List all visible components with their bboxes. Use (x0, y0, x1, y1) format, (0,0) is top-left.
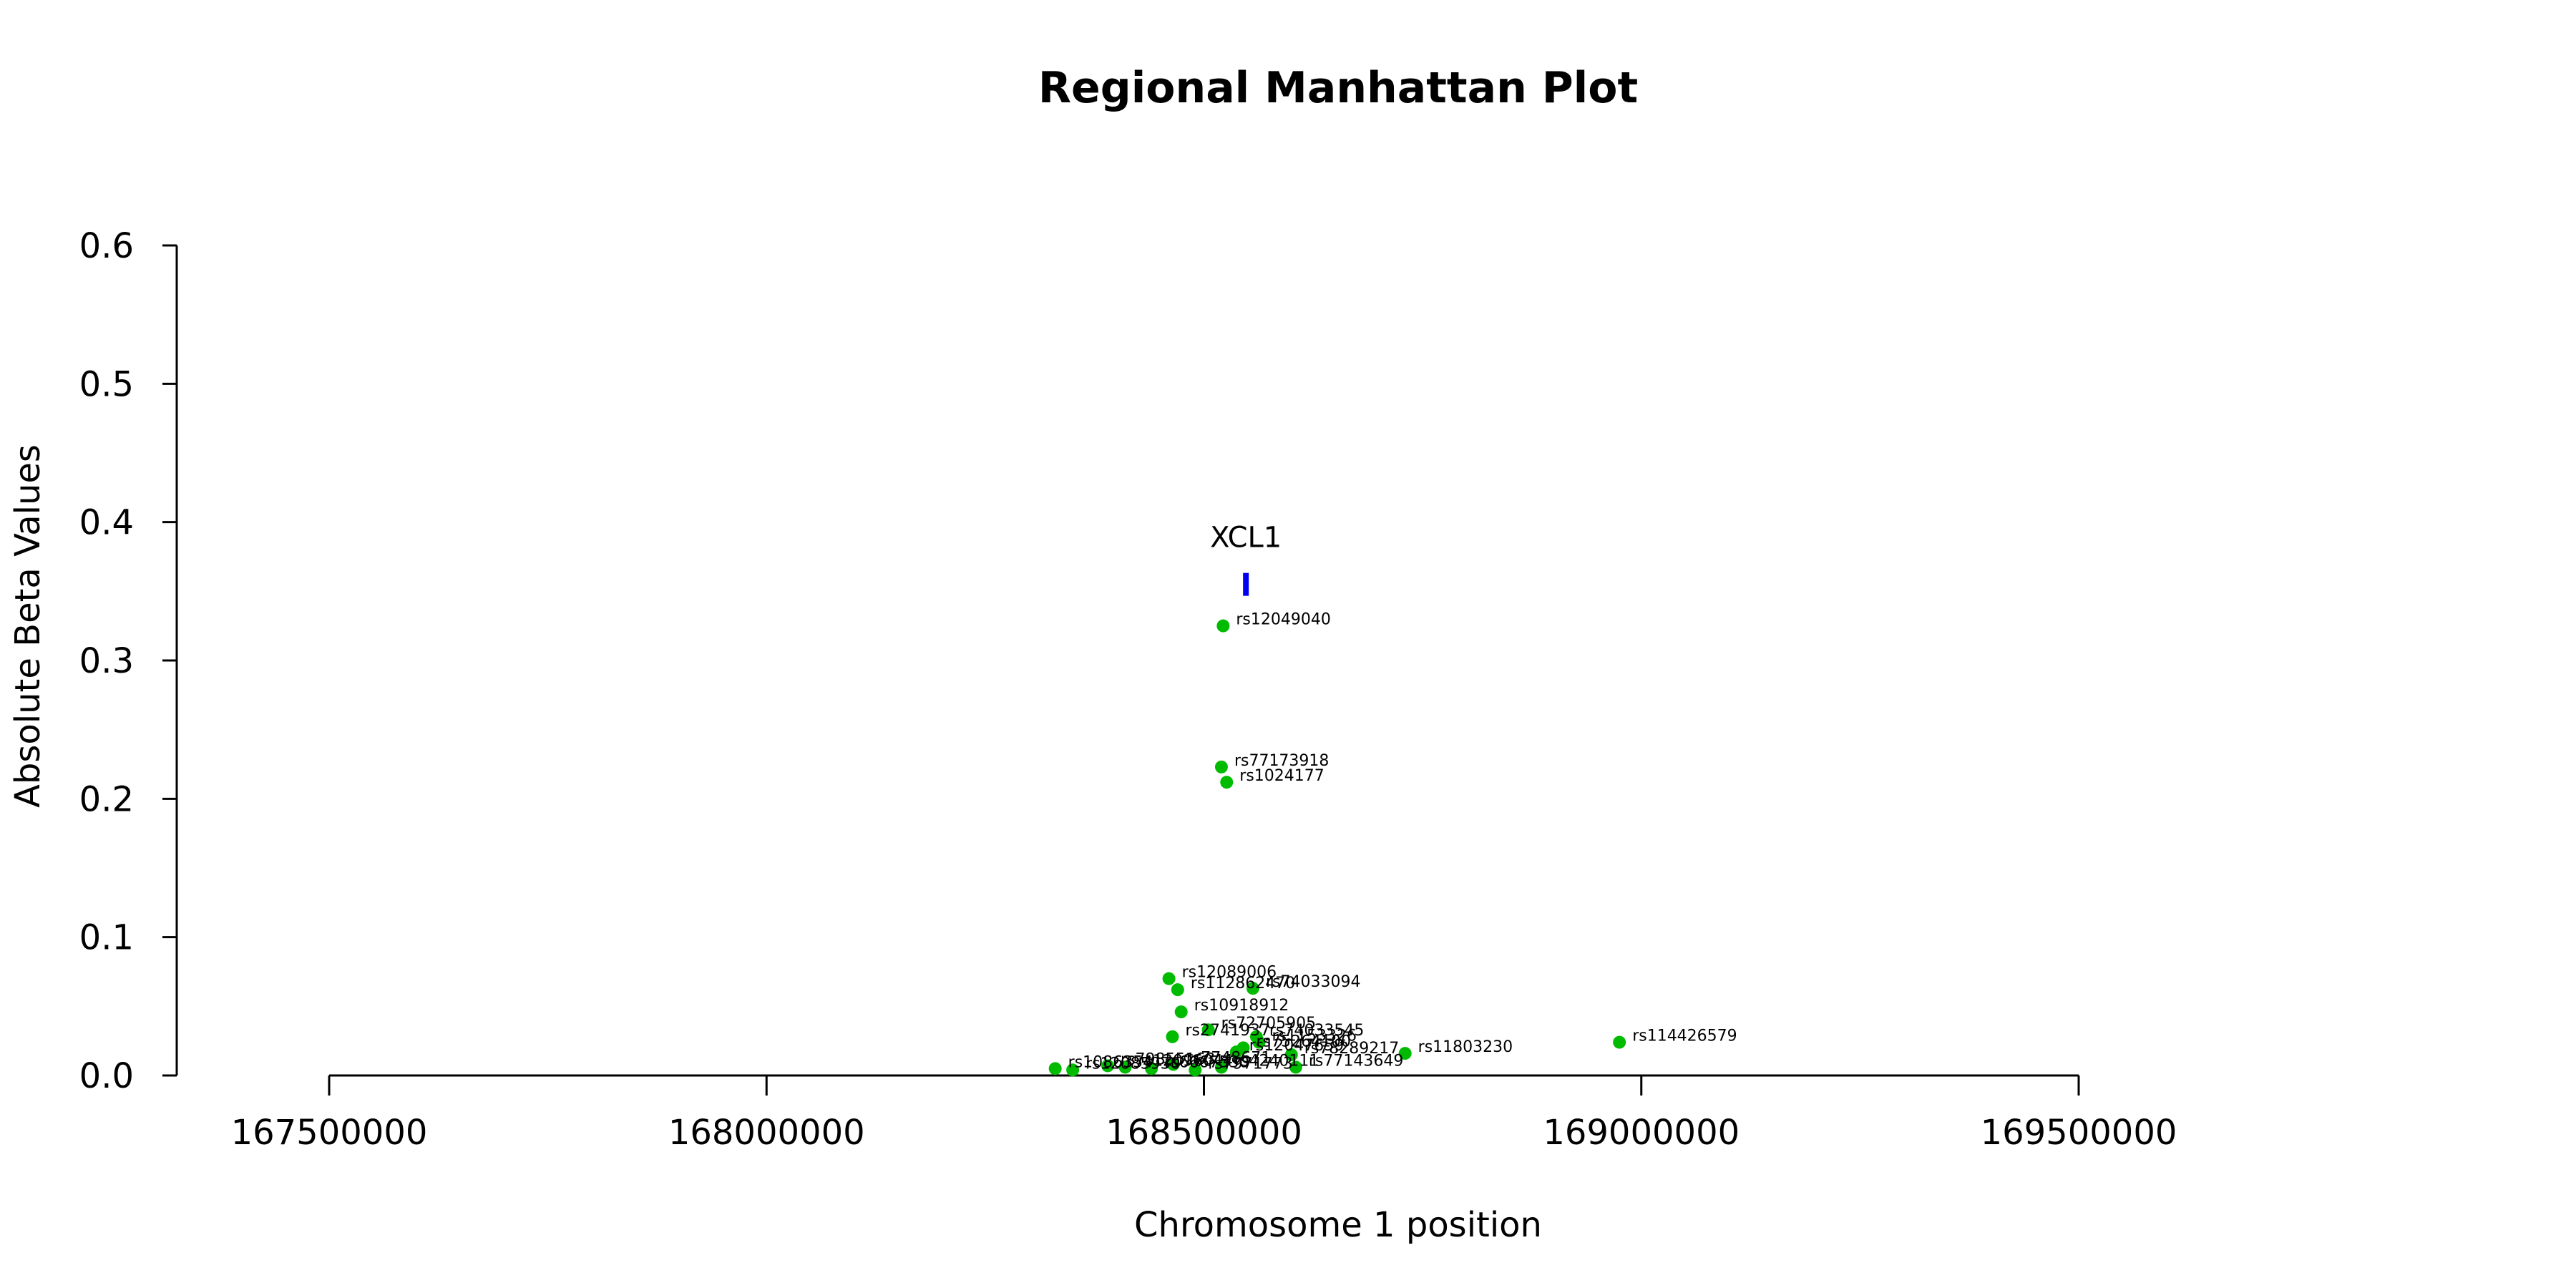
y-tick-label: 0.1 (79, 918, 134, 958)
snp-label: rs7748671 (1186, 1050, 1272, 1068)
snp-point (1066, 1063, 1080, 1077)
snp-point (1220, 776, 1234, 789)
snp-label: rs72705905 (1221, 1015, 1316, 1033)
snp-point (1246, 982, 1259, 995)
snp-label: rs112862470 (1191, 975, 1295, 992)
snp-label: rs1086354 (1068, 1053, 1153, 1071)
chart-title: Regional Manhattan Plot (1038, 63, 1638, 113)
snp-point (1101, 1059, 1115, 1073)
x-tick-label: 168500000 (1106, 1113, 1302, 1153)
snp-label: rs12096044 (1138, 1052, 1232, 1070)
snp-label: rs12085930 (1085, 1055, 1180, 1073)
snp-point (1214, 1060, 1228, 1074)
snp-label: rs11803230 (1418, 1038, 1513, 1056)
snp-label: rs77143649 (1309, 1052, 1403, 1070)
snp-label: rs74033545 (1269, 1022, 1364, 1040)
x-axis-label: Chromosome 1 position (1134, 1205, 1542, 1245)
snp-label: rs12089006 (1182, 964, 1277, 982)
x-tick-label: 167500000 (231, 1113, 428, 1153)
snp-labels: rs12049040rs77173918rs1024177rs12089006r… (1068, 611, 1737, 1073)
snp-point (1171, 983, 1184, 997)
snp-label: rs2741937 (1185, 1022, 1270, 1040)
x-tick-label: 169000000 (1543, 1113, 1740, 1153)
snp-label: rs12047659 (1249, 1037, 1344, 1055)
snp-point (1214, 760, 1228, 774)
snp-label: rs75264100 (1257, 1033, 1351, 1050)
snp-point (1174, 1005, 1188, 1019)
snp-label: rs12049040 (1236, 611, 1330, 629)
snp-point (1118, 1060, 1132, 1074)
snp-label: rs10918912 (1194, 997, 1289, 1015)
x-tick-label: 169500000 (1981, 1113, 2177, 1153)
y-tick-label: 0.3 (79, 641, 134, 681)
gene-bar (1243, 572, 1249, 596)
snp-point (1229, 1045, 1243, 1059)
snp-label: rs1153326 (1272, 1028, 1357, 1045)
snp-point (1398, 1047, 1412, 1060)
snp-point (1201, 1023, 1215, 1037)
snp-point (1189, 1063, 1202, 1077)
x-axis: 167500000 168000000 168500000 169000000 1695… (231, 1074, 2177, 1153)
snp-label: rs1024177 (1239, 767, 1324, 785)
gene-label: XCL1 (1210, 522, 1282, 555)
snp-point (1145, 1062, 1158, 1075)
y-axis: 0.0 0.1 0.2 0.3 0.4 0.5 0.6 (79, 226, 178, 1096)
y-tick-label: 0.2 (79, 779, 134, 819)
snp-label: rs4240111 (1234, 1052, 1319, 1070)
y-axis-label: Absolute Beta Values (8, 444, 48, 808)
snp-point (1252, 1035, 1266, 1049)
snp-label: rs79855163 (1121, 1050, 1215, 1068)
y-tick-label: 0.0 (79, 1056, 134, 1096)
gene-track: XCL1 (1210, 522, 1282, 596)
snp-label: rs7971773 (1208, 1055, 1293, 1073)
snp-points (1048, 619, 1626, 1077)
snp-label: rs74033094 (1266, 973, 1360, 991)
y-tick-label: 0.4 (79, 503, 134, 543)
snp-point (1613, 1035, 1626, 1049)
y-tick-label: 0.6 (79, 226, 134, 266)
snp-point (1284, 1048, 1298, 1061)
snp-point (1166, 1058, 1180, 1071)
snp-label: rs114426579 (1632, 1028, 1737, 1045)
snp-point (1162, 972, 1176, 985)
snp-point (1289, 1060, 1302, 1074)
snp-point (1166, 1030, 1179, 1043)
snp-label: rs78289217 (1304, 1040, 1399, 1058)
snp-point (1216, 619, 1230, 633)
snp-label: rs6667530 (1164, 1053, 1249, 1071)
snp-point (1048, 1062, 1062, 1075)
snp-label: rs77173918 (1234, 752, 1329, 770)
y-tick-label: 0.5 (79, 364, 134, 404)
x-tick-label: 168000000 (668, 1113, 865, 1153)
